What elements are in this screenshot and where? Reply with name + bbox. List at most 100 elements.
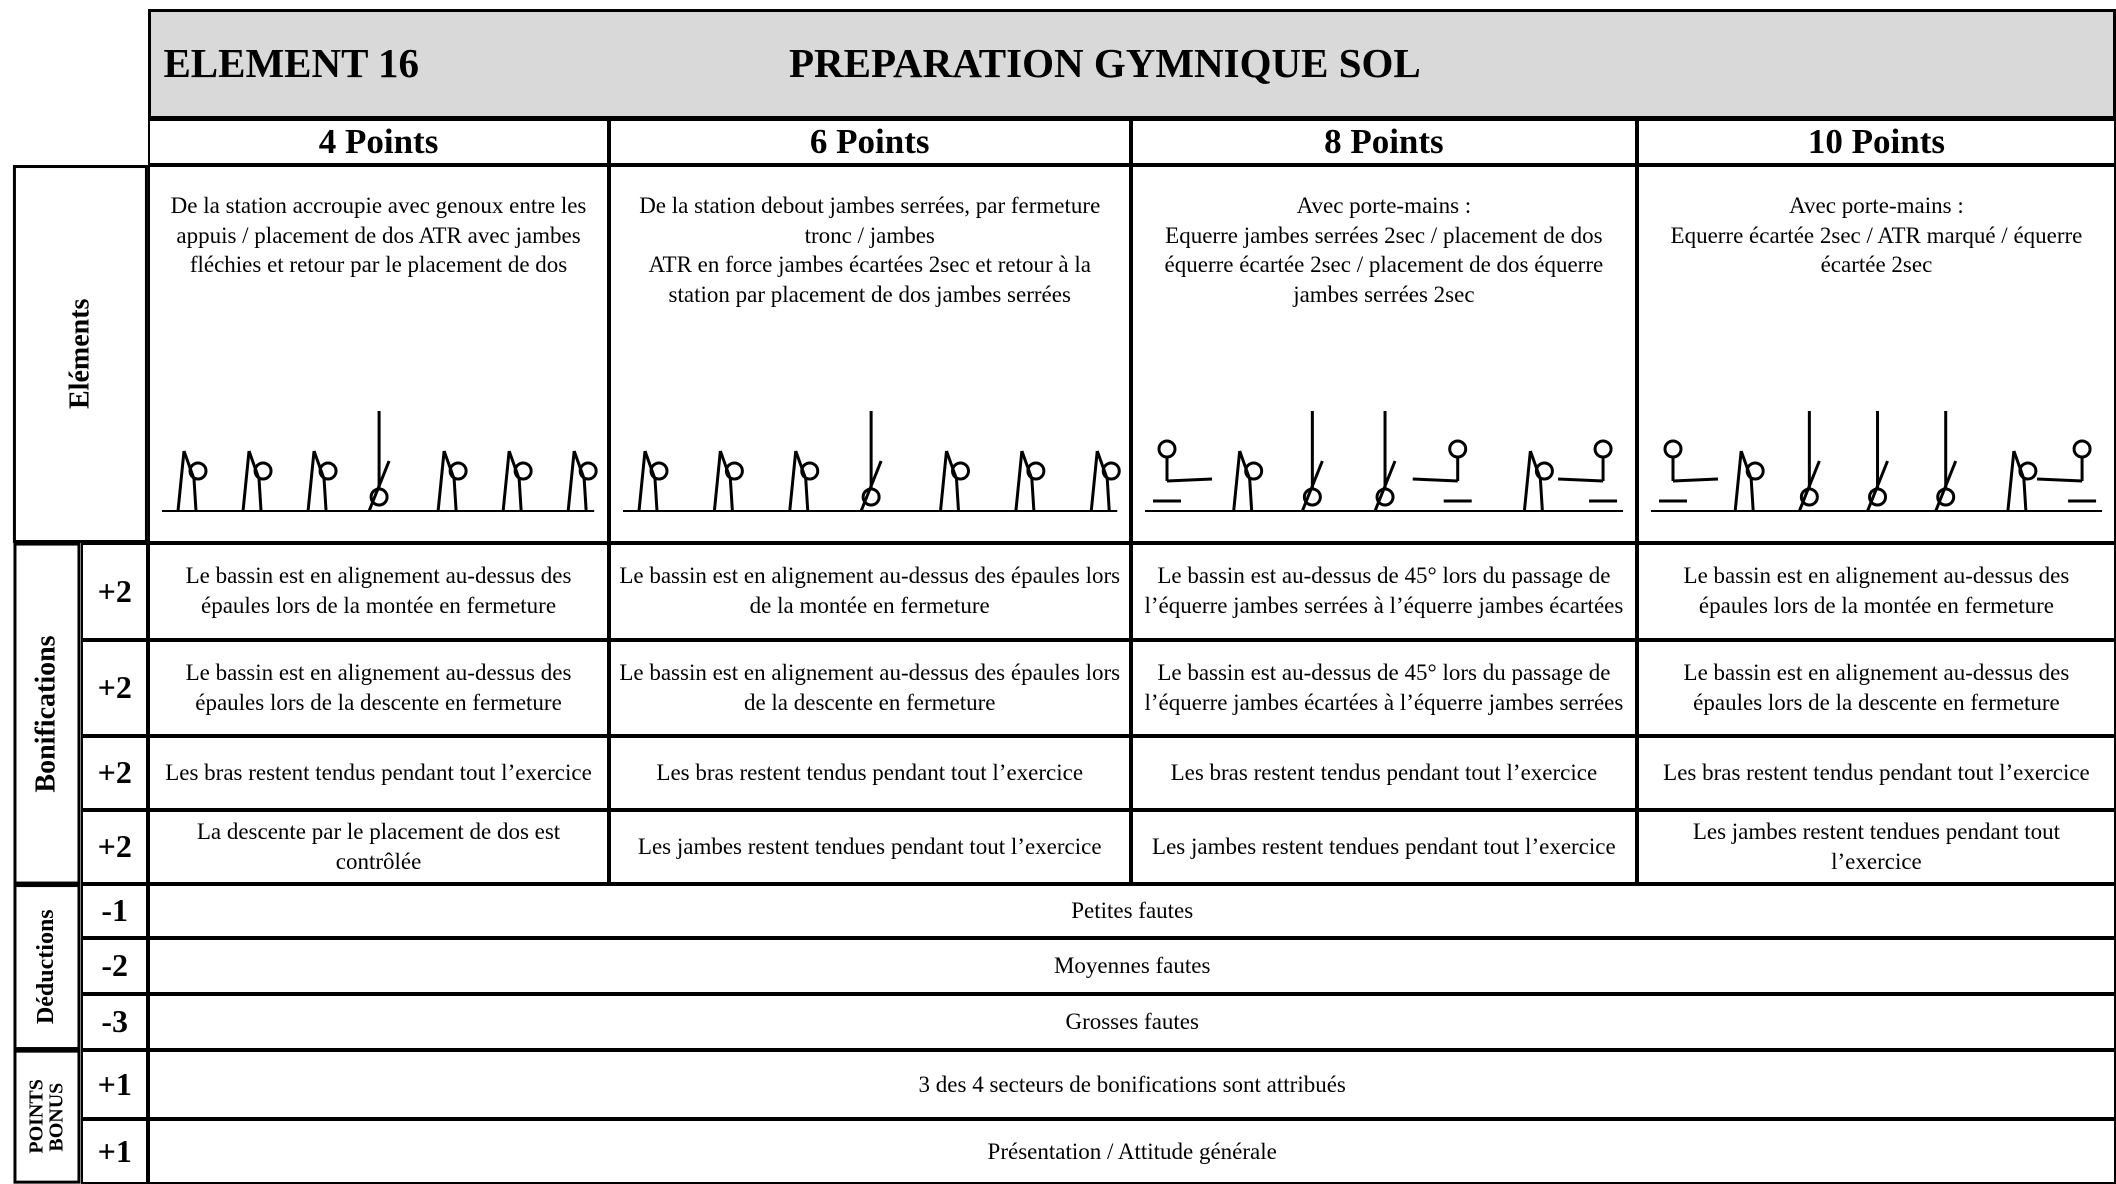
bonus-criterion-text: Les jambes restent tendues pendant tout … [1692, 819, 2061, 875]
element-description: Avec porte-mains : Equerre jambes serrée… [1130, 164, 1637, 543]
row-label: Déductions [13, 884, 81, 1051]
points-value: +2 [80, 735, 149, 811]
figure-stroke [643, 450, 657, 480]
figure-stroke [1248, 478, 1254, 511]
row-label: Eléments [13, 164, 149, 543]
column-header-text: 6 Points [809, 122, 930, 161]
figure-stroke [1557, 477, 1603, 483]
figure-stroke [787, 450, 797, 511]
column-header: 8 Points [1130, 118, 1637, 165]
points-value-text: +2 [97, 828, 132, 865]
bonus-criterion: Le bassin est en alignement au-dessus de… [608, 639, 1131, 736]
element-description-text: Avec porte-mains : Equerre écartée 2sec … [1670, 192, 2083, 278]
bonus-criterion-text: Les bras restent tendus pendant tout l’e… [165, 759, 592, 785]
figure-stroke [1013, 450, 1023, 511]
figure-stroke [368, 460, 391, 512]
bonus-criterion: Les jambes restent tendues pendant tout … [608, 810, 1131, 885]
gymnast-illustration [1650, 410, 2102, 512]
bonus-criterion: Les jambes restent tendues pendant tout … [1130, 810, 1637, 885]
figure-stroke [437, 450, 447, 511]
row-label-text: Eléments [64, 298, 96, 409]
points-value: -3 [80, 993, 149, 1051]
figure-stroke [1749, 478, 1755, 511]
bonus-criterion: Le bassin est au-dessus de 45° lors du p… [1130, 542, 1637, 640]
bonus-criterion-text: Le bassin est en alignement au-dessus de… [619, 563, 1121, 619]
row-label-text: Bonifications [31, 634, 63, 793]
figure-stroke [712, 450, 722, 511]
element-description-text: De la station debout jambes serrées, par… [639, 192, 1101, 308]
bonus-criterion: Le bassin est en alignement au-dessus de… [148, 542, 609, 640]
bonus-criterion: La descente par le placement de dos est … [148, 810, 609, 885]
gymnast-illustration [162, 410, 599, 512]
column-header: 10 Points [1636, 118, 2116, 165]
figure-stroke [1238, 450, 1251, 480]
figure-stroke [1412, 477, 1458, 483]
element-description-text: De la station accroupie avec genoux entr… [170, 192, 587, 278]
points-value-text: +2 [97, 669, 132, 706]
figure-stroke [502, 450, 512, 511]
figure-stroke [1538, 478, 1544, 511]
figure-stroke [2022, 478, 2028, 511]
figure-stroke [1663, 439, 1683, 459]
points-value: +1 [80, 1119, 149, 1184]
column-header: 6 Points [608, 118, 1131, 165]
figure-stroke [1528, 450, 1542, 480]
figure-stroke [2072, 439, 2092, 459]
bonus-text: 3 des 4 secteurs de bonifications sont a… [148, 1050, 2116, 1120]
figure-stroke [573, 450, 587, 480]
deduction-text: Grosses fautes [148, 993, 2116, 1051]
points-value-text: -3 [101, 1003, 129, 1040]
figure-stroke [313, 450, 326, 480]
figure-stroke [518, 478, 524, 511]
bonus-criterion: Le bassin est en alignement au-dessus de… [148, 639, 609, 736]
figure-stroke [1105, 478, 1111, 511]
figure-stroke [793, 450, 807, 480]
deduction-text: Petites fautes [148, 884, 2116, 939]
figure-stroke [803, 478, 809, 511]
bonus-criterion: Le bassin est en alignement au-dessus de… [1636, 639, 2116, 736]
figure-stroke [1029, 478, 1035, 511]
points-value: -2 [80, 938, 149, 994]
figure-stroke [1797, 460, 1821, 512]
gymnast-illustration [622, 410, 1121, 512]
bonus-criterion-text: Le bassin est en alignement au-dessus de… [185, 659, 572, 715]
figure-stroke [728, 478, 734, 511]
element-description: De la station debout jambes serrées, par… [608, 164, 1131, 543]
bonus-criterion-text: Les jambes restent tendues pendant tout … [637, 834, 1102, 860]
figure-stroke [1866, 460, 1889, 512]
figure-stroke [1733, 450, 1743, 511]
bonus-criterion-text: Le bassin est en alignement au-dessus de… [619, 659, 1121, 715]
figure-stroke [1934, 460, 1958, 512]
figure-stroke [1448, 439, 1468, 459]
figure-stroke [1020, 450, 1033, 480]
figure-stroke [2036, 477, 2083, 483]
bonus-criterion-text: Le bassin est en alignement au-dessus de… [185, 563, 572, 619]
bonus-text: Présentation / Attitude générale [148, 1119, 2116, 1184]
figure-stroke [1089, 450, 1099, 511]
bonus-criterion: Les bras restent tendus pendant tout l’e… [1636, 735, 2116, 811]
header-bar: ELEMENT 16 PREPARATION GYMNIQUE SOL [148, 9, 2116, 119]
figure-stroke [1166, 477, 1212, 483]
figure-stroke [453, 478, 459, 511]
figure-stroke [1593, 439, 1613, 459]
figure-stroke [859, 460, 883, 512]
figure-stroke [653, 478, 659, 511]
column-header-text: 8 Points [1324, 122, 1444, 161]
figure-stroke [508, 450, 521, 480]
figure-stroke [944, 450, 958, 480]
figure-stroke [183, 450, 196, 480]
figure-stroke [2012, 450, 2026, 480]
figure-stroke [1373, 460, 1397, 512]
points-value: +2 [80, 810, 149, 885]
figure-stroke [176, 450, 186, 511]
bonus-criterion: Les jambes restent tendues pendant tout … [1636, 810, 2116, 885]
points-value: -1 [80, 884, 149, 939]
figure-stroke [1232, 450, 1242, 511]
figure-stroke [248, 450, 261, 480]
figure-stroke [954, 478, 960, 511]
bonus-criterion: Les bras restent tendus pendant tout l’e… [608, 735, 1131, 811]
figure-stroke [1522, 450, 1532, 511]
points-value-text: +2 [97, 754, 132, 791]
deduction-text-text: Moyennes fautes [1053, 953, 1211, 978]
points-value-text: -2 [101, 947, 129, 984]
